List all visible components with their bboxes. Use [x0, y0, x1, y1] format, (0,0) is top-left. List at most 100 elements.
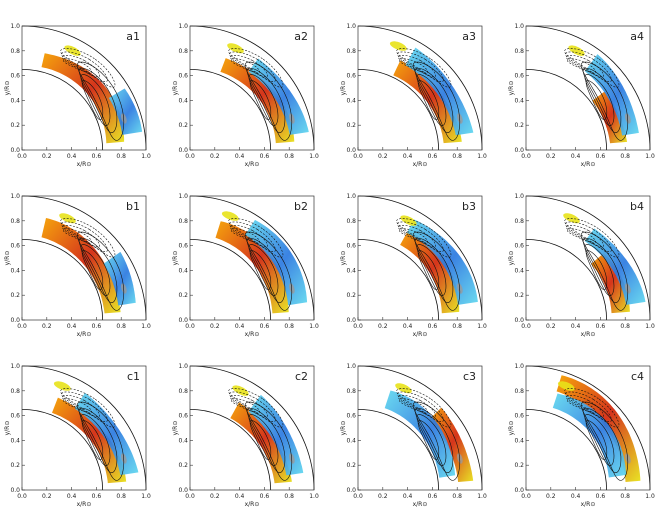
panel-label: a3 [462, 30, 476, 43]
contour-dashed-b4-2 [566, 225, 605, 248]
contour-dashed-b1-0 [60, 218, 116, 258]
y-tick-label: 0.4 [178, 267, 188, 274]
axes-box-c1 [21, 365, 147, 491]
contour-solid-a1-2 [80, 74, 111, 126]
panel-label: b3 [462, 200, 476, 213]
contour-dashed-c3-1 [397, 391, 444, 422]
x-tick-label: 0.0 [185, 153, 195, 160]
contour-dashed-a2-1 [229, 51, 276, 82]
axes-box-a4 [525, 25, 651, 151]
contour-dashed-a2-3 [230, 58, 260, 74]
contour-solid-b2-1 [246, 237, 286, 304]
x-axis-label: x/R⊙ [245, 501, 260, 508]
x-tick-label: 0.6 [260, 153, 270, 160]
x-tick-label: 0.2 [546, 323, 556, 330]
contour-dashed-a2-2 [230, 55, 269, 78]
contour-solid-a3-2 [416, 74, 447, 126]
contour-solid-a1-1 [78, 67, 118, 134]
outer-arc-b3 [357, 195, 483, 321]
panel-b1: 0.0 0.2 0.4 0.6 0.8 1.0 0.0 0.2 0.4 0.6 0.8 1.0 x/R⊙… [4, 174, 154, 342]
y-tick-label: 1.0 [514, 363, 524, 370]
panel-label: c4 [631, 370, 644, 383]
x-tick-label: 0.4 [67, 493, 77, 500]
y-tick-label: 0.0 [10, 147, 20, 154]
x-tick-label: 0.8 [620, 153, 630, 160]
x-tick-label: 1.0 [477, 493, 487, 500]
plot-c3: 0.0 0.2 0.4 0.6 0.8 1.0 0.0 0.2 0.4 0.6 0.8 1.0 x/R⊙… [340, 363, 487, 508]
outer-arc-b1 [21, 195, 147, 321]
x-tick-label: 1.0 [141, 493, 151, 500]
y-tick-label: 0.0 [178, 147, 188, 154]
y-tick-label: 1.0 [514, 23, 524, 30]
x-tick-label: 0.0 [17, 493, 27, 500]
y-tick-label: 1.0 [346, 23, 356, 30]
panel-label: b4 [630, 200, 644, 213]
panel-label: c1 [127, 370, 140, 383]
x-tick-label: 0.8 [452, 493, 462, 500]
contour-dashed-a1-2 [62, 55, 101, 78]
contour-solid-a3-0 [412, 61, 461, 141]
inner-arc-b1 [21, 239, 103, 321]
contour-dashed-a4-0 [564, 48, 620, 88]
x-tick-label: 0.4 [571, 153, 581, 160]
x-tick-label: 0.2 [546, 153, 556, 160]
axes-box-b2 [189, 195, 315, 321]
y-tick-label: 0.8 [178, 218, 188, 225]
inner-arc-a1 [21, 69, 103, 151]
contour-dashed-b3-2 [398, 225, 437, 248]
x-tick-label: 1.0 [141, 323, 151, 330]
contour-solid-c1-2 [80, 414, 111, 466]
y-tick-label: 0.0 [178, 317, 188, 324]
x-tick-label: 1.0 [309, 323, 319, 330]
plot-a3: 0.0 0.2 0.4 0.6 0.8 1.0 0.0 0.2 0.4 0.6 0.8 1.0 x/R⊙… [340, 23, 487, 168]
contour-solid-c2-3 [249, 420, 272, 460]
contour-solid-b2-2 [248, 244, 279, 296]
x-tick-label: 0.4 [403, 493, 413, 500]
y-tick-label: 0.2 [10, 122, 20, 129]
contour-dashed-c2-2 [230, 395, 269, 418]
x-axis-label: x/R⊙ [77, 161, 92, 168]
warm-band-c1 [52, 397, 127, 484]
warm-band-b4 [591, 253, 630, 314]
warm-band-a1 [41, 53, 125, 144]
contour-solid-c1-0 [76, 401, 125, 481]
y-tick-label: 0.6 [178, 413, 188, 420]
x-tick-label: 0.4 [403, 153, 413, 160]
x-axis-label: x/R⊙ [413, 501, 428, 508]
contour-solid-a3-3 [417, 80, 440, 120]
y-tick-label: 0.2 [346, 122, 356, 129]
x-axis-label: x/R⊙ [581, 331, 596, 338]
plot-b2: 0.0 0.2 0.4 0.6 0.8 1.0 0.0 0.2 0.4 0.6 0.8 1.0 x/R⊙… [172, 193, 319, 338]
x-tick-label: 0.6 [428, 153, 438, 160]
yellow-patch-a3 [389, 41, 407, 51]
axes-box-a2 [189, 25, 315, 151]
yellow-patch-c1 [53, 381, 71, 391]
contour-solid-c3-3 [417, 420, 440, 460]
x-tick-label: 0.2 [546, 493, 556, 500]
x-axis-label: x/R⊙ [413, 331, 428, 338]
contour-solid-c3-0 [412, 401, 461, 481]
contour-solid-a1-0 [76, 61, 125, 141]
y-tick-label: 0.6 [514, 243, 524, 250]
yellow-patch-b2 [221, 211, 239, 221]
y-tick-label: 0.4 [10, 97, 20, 104]
y-tick-label: 0.8 [346, 48, 356, 55]
cool-band-b1 [103, 251, 136, 306]
y-tick-label: 1.0 [514, 193, 524, 200]
panel-a3: 0.0 0.2 0.4 0.6 0.8 1.0 0.0 0.2 0.4 0.6 0.8 1.0 x/R⊙… [340, 4, 490, 172]
y-tick-label: 0.2 [514, 292, 524, 299]
y-tick-label: 0.4 [514, 267, 524, 274]
y-tick-label: 0.6 [346, 243, 356, 250]
y-tick-label: 0.2 [346, 462, 356, 469]
y-tick-label: 1.0 [178, 363, 188, 370]
x-axis-label: x/R⊙ [245, 331, 260, 338]
y-tick-label: 0.4 [178, 97, 188, 104]
contour-dashed-a1-0 [60, 48, 116, 88]
contour-solid-a4-1 [582, 67, 622, 134]
panel-label: c3 [463, 370, 476, 383]
y-tick-label: 0.6 [178, 243, 188, 250]
cool-band-b3 [406, 219, 478, 305]
y-tick-label: 0.6 [514, 413, 524, 420]
panel-c3: 0.0 0.2 0.4 0.6 0.8 1.0 0.0 0.2 0.4 0.6 0.8 1.0 x/R⊙… [340, 344, 490, 512]
